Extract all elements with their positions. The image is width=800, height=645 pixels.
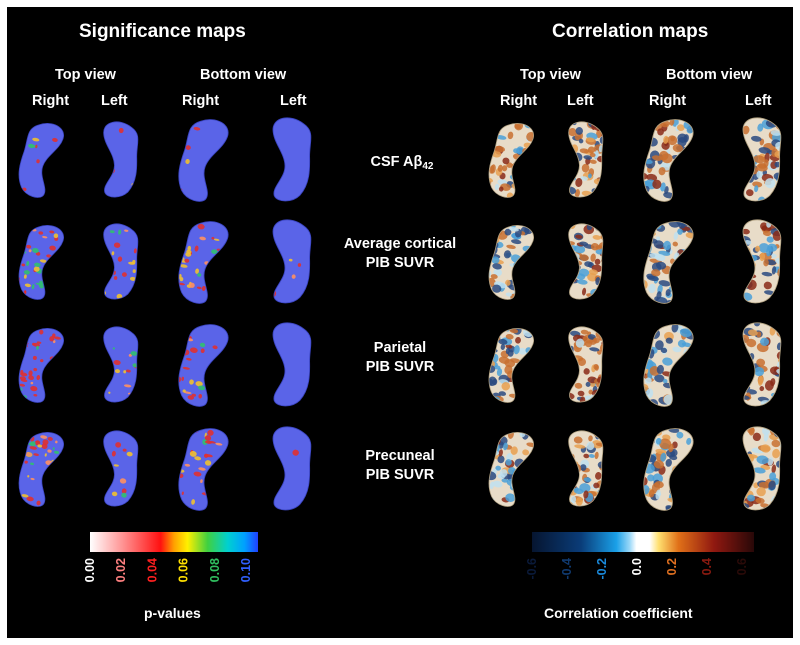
hippocampus-sig-row3-col4: [272, 322, 312, 407]
hippocampus-sig-row1-col1: [14, 123, 65, 198]
hippocampus-shape-grid: [14, 115, 787, 513]
significance-colorbar-label: p-values: [144, 605, 201, 621]
row-label-csf-main: CSF Aβ: [370, 154, 423, 170]
significance-title: Significance maps: [79, 21, 246, 42]
hippocampus-sig-row2-col4: [272, 219, 312, 304]
hippocampus-corr-row3-col4: [733, 320, 787, 407]
hippocampus-corr-row1-col2: [560, 120, 608, 200]
hippocampus-corr-row2-col1: [484, 221, 535, 301]
correlation-title: Correlation maps: [552, 21, 709, 42]
sig-top-left-label: Left: [101, 93, 128, 109]
figure-panel: Significance maps Correlation maps Top v…: [7, 7, 793, 638]
hippocampus-sig-row4-col3: [177, 426, 229, 511]
hippocampus-sig-row1-col3: [175, 119, 229, 202]
correlation-colorbar-tick-label: -0.2: [595, 558, 609, 580]
hippocampus-corr-row3-col1: [484, 326, 535, 403]
sig-top-right-label: Right: [32, 93, 70, 109]
sig-bottom-right-label: Right: [182, 93, 220, 109]
hippocampus-sig-row3-col2: [103, 326, 141, 403]
row-label-parietal-line2: PIB SUVR: [365, 359, 435, 375]
hippocampus-sig-row2-col1: [14, 225, 65, 300]
corr-top-left-label: Left: [567, 93, 594, 109]
hippocampus-sig-row4-col1: [14, 430, 65, 507]
sig-bottom-left-label: Left: [280, 93, 307, 109]
significance-colorbar-tick-label: 0.00: [83, 558, 97, 582]
significance-colorbar-tick-label: 0.06: [177, 558, 191, 582]
significance-colorbar-tick-label: 0.04: [145, 558, 159, 582]
hippocampus-corr-row3-col3: [639, 320, 696, 409]
significance-colorbar: 0.00 0.02 0.04 0.06 0.08 0.10: [83, 532, 258, 582]
significance-colorbar-tick-label: 0.08: [208, 558, 222, 582]
hippocampus-sig-row3-col1: [16, 327, 65, 403]
hippocampus-corr-row1-col3: [639, 115, 695, 202]
sig-top-view-label: Top view: [55, 67, 116, 83]
significance-colorbar-tick-label: 0.10: [239, 558, 253, 582]
correlation-colorbar-tick-label: 0.0: [630, 558, 644, 575]
corr-bottom-right-label: Right: [649, 93, 687, 109]
corr-top-right-label: Right: [500, 93, 538, 109]
hippocampus-corr-row4-col4: [733, 424, 787, 513]
row-label-csf-subscript: 42: [422, 161, 434, 172]
row-label-average-cortical-line2: PIB SUVR: [365, 255, 435, 271]
row-label-csf: CSF Aβ42: [347, 153, 457, 176]
hippocampus-sig-row2-col2: [103, 223, 139, 300]
row-label-parietal: Parietal PIB SUVR: [340, 339, 460, 377]
hippocampus-corr-row1-col4: [734, 117, 787, 204]
hippocampus-corr-row1-col1: [484, 119, 536, 200]
hippocampus-corr-row2-col3: [639, 217, 696, 307]
correlation-colorbar: -0.6 -0.4 -0.2 0.0 0.2 0.4 0.6: [525, 532, 754, 580]
hippocampus-sig-row1-col4: [272, 117, 312, 202]
hippocampus-sig-row2-col3: [174, 221, 229, 304]
hippocampus-sig-row4-col4: [272, 426, 312, 511]
correlation-colorbar-tick-label: 0.4: [700, 558, 714, 575]
corr-bottom-view-label: Bottom view: [666, 67, 753, 83]
row-label-precuneal-line1: Precuneal: [365, 448, 435, 464]
row-label-average-cortical-line1: Average cortical: [343, 236, 457, 252]
hippocampus-sig-row4-col2: [103, 430, 143, 507]
hippocampus-sig-row3-col3: [176, 324, 229, 407]
correlation-colorbar-tick-label: 0.6: [735, 558, 749, 575]
correlation-colorbar-tick-label: 0.2: [665, 558, 679, 575]
hippocampus-corr-row4-col3: [639, 426, 694, 512]
hippocampus-sig-row1-col2: [103, 121, 141, 198]
hippocampus-corr-row2-col4: [734, 219, 787, 306]
sig-bottom-view-label: Bottom view: [200, 67, 287, 83]
row-label-parietal-line1: Parietal: [373, 340, 427, 356]
correlation-colorbar-tick-label: -0.6: [525, 558, 539, 580]
corr-bottom-left-label: Left: [745, 93, 772, 109]
row-label-average-cortical: Average cortical PIB SUVR: [325, 235, 475, 273]
significance-colorbar-gradient: [90, 532, 258, 552]
correlation-colorbar-label: Correlation coefficient: [544, 605, 693, 621]
corr-top-view-label: Top view: [520, 67, 581, 83]
correlation-colorbar-gradient: [532, 532, 754, 552]
significance-colorbar-tick-label: 0.02: [114, 558, 128, 582]
hippocampus-corr-row2-col2: [559, 222, 608, 302]
hippocampus-corr-row4-col2: [561, 430, 608, 507]
hippocampus-corr-row3-col2: [561, 326, 608, 405]
row-label-precuneal: Precuneal PIB SUVR: [340, 447, 460, 485]
correlation-colorbar-tick-label: -0.4: [560, 558, 574, 580]
row-label-precuneal-line2: PIB SUVR: [365, 467, 435, 483]
hippocampus-corr-row4-col1: [484, 430, 536, 510]
